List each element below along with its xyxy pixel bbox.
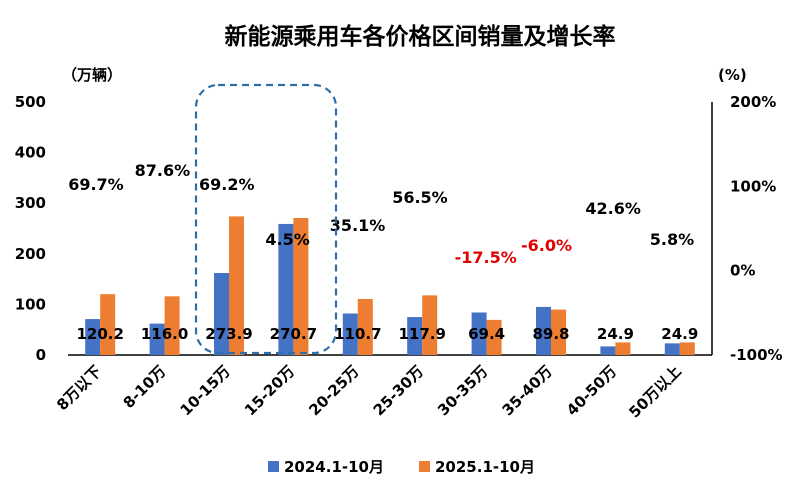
y2-tick-label-3: 200% xyxy=(730,93,776,111)
value-label-8: 24.9 xyxy=(597,325,634,343)
value-label-2: 273.9 xyxy=(205,325,252,343)
bar-2024-3 xyxy=(278,223,294,355)
category-label-9: 50万以上 xyxy=(625,362,684,421)
value-label-7: 89.8 xyxy=(532,325,569,343)
bar-2025-4 xyxy=(357,298,373,355)
y-axis-unit-right: (%) xyxy=(718,66,747,84)
category-label-1: 8-10万 xyxy=(120,362,170,412)
bar-2025-2 xyxy=(229,216,244,355)
highlight-box xyxy=(194,83,338,355)
value-label-3: 270.7 xyxy=(270,325,317,343)
value-label-0: 120.2 xyxy=(76,325,123,343)
category-label-5: 25-30万 xyxy=(370,362,427,419)
category-label-0: 8万以下 xyxy=(53,362,105,414)
bar-2025-7 xyxy=(551,309,566,355)
y-axis-unit-left: （万辆） xyxy=(62,66,122,84)
bar-2025-1 xyxy=(164,296,180,355)
bar-2025-8 xyxy=(615,342,631,355)
value-label-4: 110.7 xyxy=(334,325,381,343)
category-label-4: 20-25万 xyxy=(305,362,362,419)
category-label-3: 15-20万 xyxy=(241,362,298,419)
value-label-6: 69.4 xyxy=(468,325,505,343)
legend-swatch-2024 xyxy=(268,461,279,472)
y-tick-label-5: 500 xyxy=(15,93,46,111)
value-label-5: 117.9 xyxy=(398,325,445,343)
category-label-7: 35-40万 xyxy=(499,362,556,419)
y-tick-label-0: 0 xyxy=(36,346,46,364)
growth-label-8: 42.6% xyxy=(585,199,641,218)
growth-label-0: 69.7% xyxy=(68,175,124,194)
y2-tick-label-0: -100% xyxy=(730,346,783,364)
category-label-8: 40-50万 xyxy=(563,362,620,419)
bar-2025-6 xyxy=(486,319,502,355)
y-tick-label-1: 100 xyxy=(15,295,46,313)
category-label-6: 30-35万 xyxy=(434,362,491,419)
growth-label-3: 4.5% xyxy=(265,230,309,249)
growth-label-9: 5.8% xyxy=(650,230,694,249)
growth-label-4: 35.1% xyxy=(330,216,386,235)
y2-tick-label-1: 0% xyxy=(730,262,755,280)
value-label-9: 24.9 xyxy=(661,325,698,343)
chart-title: 新能源乘用车各价格区间销量及增长率 xyxy=(225,23,616,50)
y2-tick-label-2: 100% xyxy=(730,177,776,195)
value-label-1: 116.0 xyxy=(141,325,188,343)
bar-2024-2 xyxy=(214,273,229,355)
y-tick-label-2: 200 xyxy=(15,245,46,263)
bar-2024-1 xyxy=(149,323,165,355)
bar-2024-5 xyxy=(407,317,423,355)
bar-2024-8 xyxy=(600,346,616,355)
bar-2024-7 xyxy=(536,306,551,355)
legend-swatch-2025 xyxy=(419,461,430,472)
bar-2024-6 xyxy=(471,312,487,355)
bar-2025-9 xyxy=(679,342,695,355)
category-label-2: 10-15万 xyxy=(177,362,234,419)
legend-label-2024: 2024.1-10月 xyxy=(284,458,384,476)
y-tick-label-4: 400 xyxy=(15,144,46,162)
growth-label-6: -17.5% xyxy=(455,248,517,267)
bar-2024-4 xyxy=(342,313,358,355)
growth-label-1: 87.6% xyxy=(135,161,191,180)
bar-2025-5 xyxy=(422,295,438,355)
growth-label-2: 69.2% xyxy=(199,175,255,194)
y-tick-label-3: 300 xyxy=(15,194,46,212)
growth-label-5: 56.5% xyxy=(392,188,448,207)
bar-2025-3 xyxy=(293,218,309,355)
growth-label-7: -6.0% xyxy=(521,236,572,255)
plot-area: 0 100 200 300 400 500 -100% 0% 100% 200% 120.2 69.7… xyxy=(15,93,783,421)
bar-2025-0 xyxy=(100,294,116,355)
legend-label-2025: 2025.1-10月 xyxy=(435,458,535,476)
bar-2024-0 xyxy=(85,319,101,355)
bar-2024-9 xyxy=(664,343,680,355)
legend: 2024.1-10月 2025.1-10月 xyxy=(268,458,535,476)
